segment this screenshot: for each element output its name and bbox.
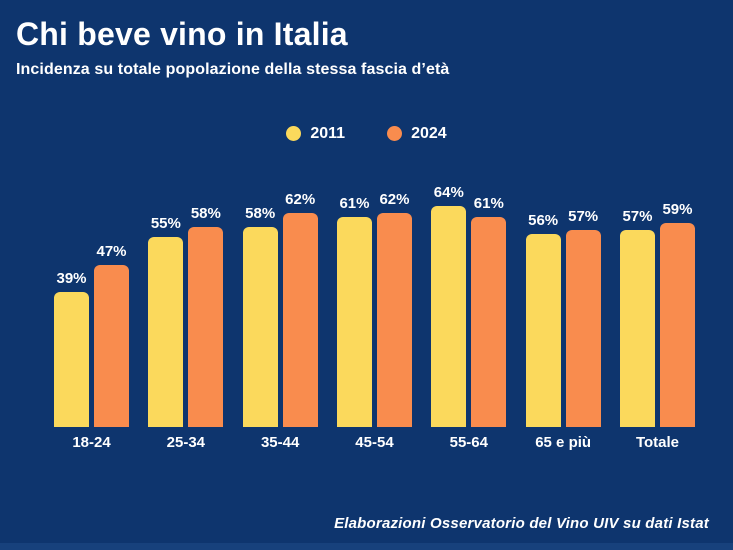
bar-2011-18-24	[54, 291, 89, 427]
bar-value-label: 56%	[528, 211, 559, 229]
bar-column-2011: 64%	[431, 183, 467, 427]
bar-value-label: 61%	[473, 194, 504, 212]
bar-group-65 e più: 56% 57% 65 e più	[525, 177, 601, 451]
bar-column-2011: 39%	[54, 270, 89, 427]
bar-column-2011: 56%	[525, 211, 561, 427]
bar-2024-35-44	[282, 212, 318, 427]
bar-value-label: 64%	[433, 183, 464, 201]
bar-value-label: 61%	[339, 194, 370, 212]
category-label: 35-44	[260, 433, 300, 451]
bar-group-25-34: 55% 58% 25-34	[148, 177, 224, 451]
bar-column-2024: 58%	[188, 204, 224, 427]
bar-chart: 39% 47% 18-24 55% 58% 25-34 58% 62% 35-44 61% 62% 4…	[0, 177, 733, 451]
chart-legend: 2011 2024	[0, 125, 733, 143]
legend-item-2024: 2024	[387, 125, 447, 143]
legend-label: 2011	[310, 124, 346, 142]
bar-pair: 57% 59%	[619, 177, 695, 427]
bar-column-2024: 59%	[659, 200, 695, 427]
bar-2024-25-34	[188, 226, 224, 427]
bar-value-label: 58%	[245, 204, 276, 222]
bar-value-label: 47%	[96, 242, 127, 260]
bar-2024-55-64	[471, 216, 507, 427]
bar-value-label: 55%	[150, 214, 181, 232]
bar-2011-Totale	[619, 229, 655, 427]
page-subtitle: Incidenza su totale popolazione della st…	[16, 60, 450, 78]
bar-2024-Totale	[659, 222, 695, 427]
bar-column-2024: 57%	[565, 207, 601, 427]
bar-pair: 55% 58%	[148, 177, 224, 427]
bar-value-label: 39%	[56, 269, 87, 287]
source-credit: Elaborazioni Osservatorio del Vino UIV s…	[334, 515, 709, 532]
chart-header: Chi beve vino in Italia Incidenza su tot…	[0, 0, 733, 79]
bar-column-2024: 62%	[376, 190, 412, 427]
category-label: 55-64	[449, 433, 488, 451]
legend-dot-icon	[387, 126, 403, 142]
category-label: 25-34	[166, 433, 206, 451]
bar-2024-18-24	[94, 264, 129, 427]
category-label: 45-54	[355, 433, 394, 451]
bar-value-label: 57%	[622, 207, 653, 225]
category-label: 65 e più	[535, 433, 592, 451]
bar-column-2011: 55%	[148, 214, 184, 427]
bar-value-label: 62%	[285, 190, 316, 208]
bar-value-label: 57%	[568, 207, 599, 225]
bar-group-Totale: 57% 59% Totale	[619, 177, 695, 451]
bar-value-label: 62%	[379, 190, 410, 208]
bar-2024-45-54	[376, 212, 412, 427]
bar-2011-65 e più	[525, 233, 561, 427]
category-label: Totale	[635, 433, 679, 451]
legend-label: 2024	[411, 124, 447, 142]
bar-2011-45-54	[336, 216, 372, 427]
bar-pair: 64% 61%	[431, 177, 507, 427]
bottom-strip	[0, 543, 733, 550]
bar-group-35-44: 58% 62% 35-44	[242, 177, 318, 451]
category-label: 18-24	[72, 433, 111, 451]
bar-2011-35-44	[242, 226, 278, 427]
bar-pair: 56% 57%	[525, 177, 601, 427]
bar-2011-25-34	[148, 236, 184, 427]
bar-pair: 58% 62%	[242, 177, 318, 427]
bar-column-2011: 61%	[336, 194, 372, 427]
bar-2024-65 e più	[565, 229, 601, 427]
bar-column-2011: 58%	[242, 204, 278, 427]
bar-value-label: 58%	[190, 204, 221, 222]
bar-column-2024: 61%	[471, 194, 507, 427]
bar-2011-55-64	[431, 205, 467, 427]
bar-pair: 39% 47%	[54, 177, 129, 427]
bar-column-2024: 47%	[94, 243, 129, 427]
bar-pair: 61% 62%	[336, 177, 412, 427]
legend-item-2011: 2011	[286, 125, 345, 143]
bar-column-2011: 57%	[619, 207, 655, 427]
page-title: Chi beve vino in Italia	[16, 16, 348, 52]
bar-column-2024: 62%	[282, 190, 318, 427]
bar-value-label: 59%	[662, 200, 693, 218]
legend-dot-icon	[286, 126, 302, 142]
bar-group-55-64: 64% 61% 55-64	[431, 177, 507, 451]
bar-group-18-24: 39% 47% 18-24	[54, 177, 129, 451]
bar-group-45-54: 61% 62% 45-54	[336, 177, 412, 451]
